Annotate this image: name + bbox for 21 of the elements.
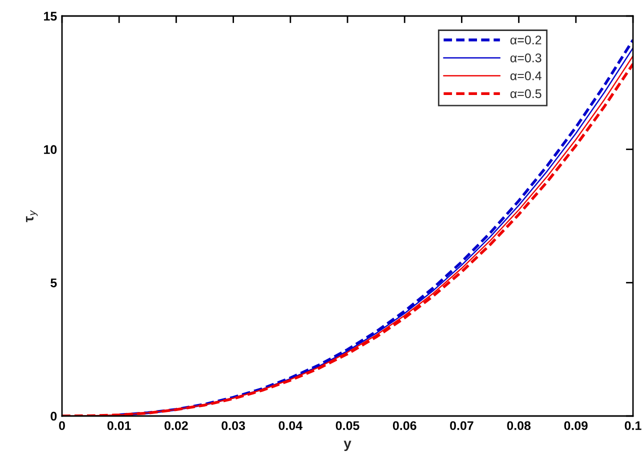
legend-label: α=0.5 [510,89,542,98]
x-tick-label: 0.08 [507,421,531,430]
x-tick-label: 0.1 [624,421,642,430]
y-tick-label: 15 [44,12,57,21]
x-tick-label: 0.02 [164,421,188,430]
x-tick-label: 0.05 [336,421,360,430]
x-tick-label: 0.04 [278,421,302,430]
legend-label: α=0.4 [510,71,542,80]
y-tick-label: 5 [50,278,57,288]
x-axis-title: y [344,440,352,452]
x-tick-label: 0.03 [222,421,246,430]
y-tick-label: 0 [50,412,57,421]
legend-label: α=0.3 [510,53,542,62]
x-tick-label: 0.09 [564,421,588,430]
legend-label: α=0.2 [510,36,542,44]
y-axis-title: τ$_{y}$ [26,210,38,222]
x-tick-label: 0.07 [450,421,474,430]
y-tick-label: 10 [44,145,57,154]
x-tick-label: 0.06 [392,421,416,430]
x-tick-label: 0 [59,421,65,430]
x-tick-label: 0.01 [107,421,131,430]
